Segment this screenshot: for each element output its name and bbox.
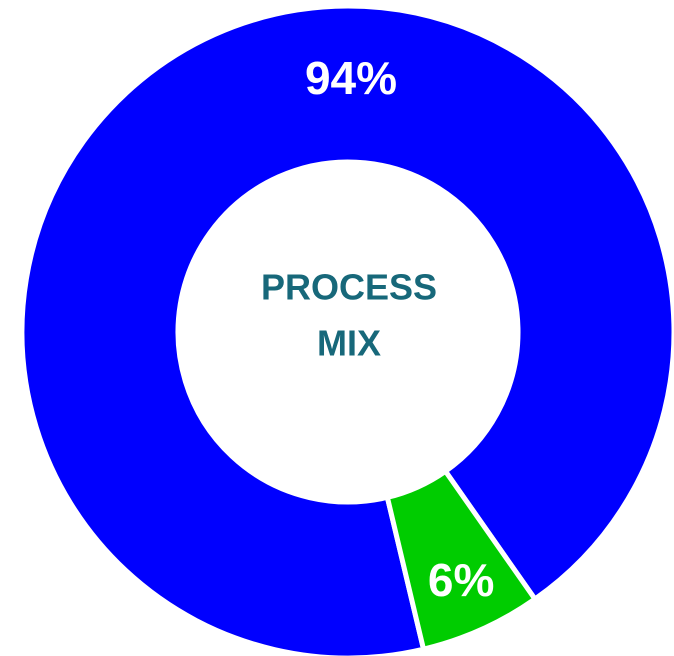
center-title-line-1: PROCESS [261,267,437,308]
slice-labels: 94% 6% [305,52,494,606]
donut-slices [19,3,674,656]
slice-label-6: 6% [428,554,494,606]
center-title-line-2: MIX [317,323,381,364]
slice-94 [19,3,674,656]
slice-6 [384,467,539,653]
slice-label-94: 94% [305,52,397,104]
